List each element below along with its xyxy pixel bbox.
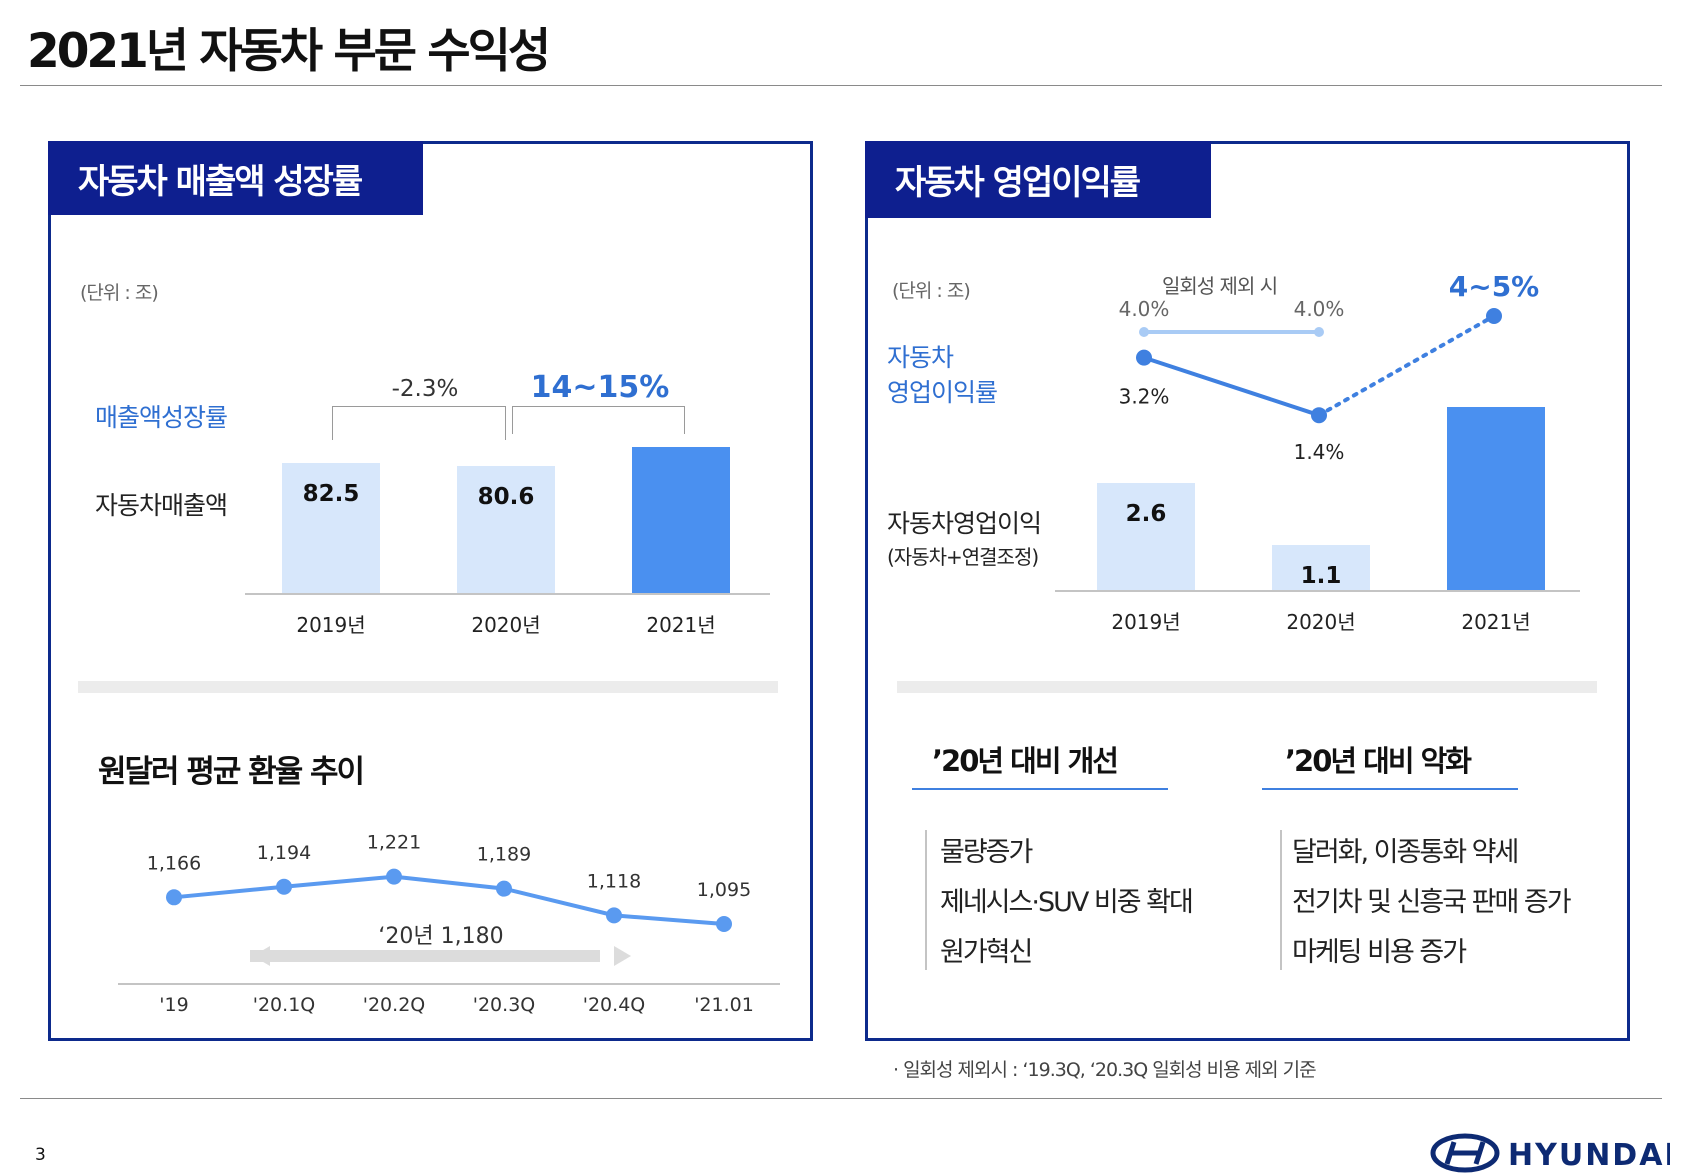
sales-bar — [632, 447, 730, 593]
margin-point — [1311, 407, 1327, 424]
sales-bar-value: 80.6 — [477, 483, 535, 510]
fx-value-label: 1,095 — [697, 879, 751, 901]
sales-bar — [282, 462, 380, 593]
sales-category-label: 2020년 — [471, 613, 541, 637]
fx-title: 원달러 평균 환율 추이 — [98, 754, 365, 790]
fx-value-label: 1,194 — [257, 842, 311, 864]
profit-label-line2: (자동차+연결조정) — [887, 545, 1039, 569]
fx-value-label: 1,189 — [477, 844, 531, 866]
profit-label-line1: 자동차영업이익 — [887, 509, 1042, 538]
growth-bracket-2020 — [332, 406, 506, 440]
margin-point — [1136, 349, 1152, 366]
fx-tick-label: '20.3Q — [473, 994, 535, 1016]
sales-axis — [245, 593, 770, 595]
sales-bar-value: 82.5 — [302, 480, 360, 507]
fx-line — [173, 874, 725, 926]
fx-average-label: ‘20년 1,180 — [378, 924, 503, 949]
right-separator — [897, 681, 1597, 693]
fx-tick-label: '20.2Q — [363, 994, 425, 1016]
profit-bar — [1272, 544, 1370, 590]
fx-point — [716, 916, 732, 932]
margin-label: 자동차 영업이익률 — [887, 340, 998, 410]
profit-category-label: 2019년 — [1111, 610, 1181, 634]
margin-value-label: 4~5% — [1449, 270, 1539, 303]
hyundai-logo-wordmark: HYUNDAI — [1508, 1138, 1670, 1173]
sales-category-label: 2021년 — [646, 613, 716, 637]
excl-point — [1314, 327, 1324, 337]
margin-tab: 자동차 영업이익률 — [865, 141, 1211, 218]
excl-label: 일회성 제외 시 — [1162, 274, 1278, 298]
fx-point — [166, 889, 182, 906]
profit-category-label: 2021년 — [1461, 610, 1531, 634]
growth-value-2021: 14~15% — [530, 370, 670, 405]
fx-chart: ‘20년 1,180 1,166 '19 1,194 '20.1Q 1,221 '20.2… — [118, 832, 780, 1016]
improve-item: 물량증가 — [940, 837, 1033, 868]
footer-divider — [20, 1098, 1662, 1099]
sales-category-label: 2019년 — [296, 613, 366, 637]
excl-value-label: 4.0% — [1119, 297, 1170, 321]
fx-point — [606, 907, 622, 924]
improve-rule — [912, 788, 1168, 790]
profit-bar — [1097, 482, 1195, 590]
sales-growth-tab: 자동차 매출액 성장률 — [48, 141, 423, 215]
fx-tick-label: '20.4Q — [583, 994, 645, 1016]
fx-value-label: 1,118 — [587, 870, 641, 892]
growth-value-2020: -2.3% — [391, 376, 459, 402]
fx-average-band — [250, 950, 600, 962]
sales-bar — [457, 465, 555, 593]
excl-value-label: 4.0% — [1294, 297, 1345, 321]
improve-heading: ’20년 대비 개선 — [932, 744, 1119, 778]
fx-tick-label: '21.01 — [694, 994, 754, 1016]
profit-axis — [1055, 590, 1580, 592]
fx-point — [386, 868, 402, 885]
fx-average-arrow-left — [253, 946, 270, 966]
fx-point — [496, 880, 512, 897]
page-number: 3 — [35, 1145, 46, 1165]
fx-tick-label: '20.1Q — [253, 994, 315, 1016]
footnote: · 일회성 제외시 : ‘19.3Q, ‘20.3Q 일회성 비용 제외 기준 — [893, 1059, 1317, 1081]
fx-value-label: 1,221 — [367, 832, 421, 854]
margin-point — [1486, 308, 1502, 324]
improve-item: 원가혁신 — [940, 937, 1033, 968]
hyundai-logo-emblem — [1430, 1133, 1500, 1173]
profit-label: 자동차영업이익 (자동차+연결조정) — [887, 506, 1042, 570]
growth-bracket-2021 — [512, 406, 685, 434]
fx-point — [276, 878, 292, 895]
worsen-heading: ’20년 대비 악화 — [1285, 744, 1472, 778]
margin-chart: 4.0% 4.0% 3.2% 1.4% 4~5% — [1119, 270, 1540, 464]
profit-bar-value: 1.1 — [1300, 562, 1342, 589]
margin-projection-line — [1317, 314, 1496, 418]
left-separator — [78, 681, 778, 693]
profit-category-label: 2020년 — [1286, 610, 1356, 634]
left-unit-label: (단위 : 조) — [80, 282, 159, 304]
improve-item: 제네시스·SUV 비중 확대 — [940, 887, 1194, 918]
title-divider — [20, 85, 1662, 86]
worsen-item: 전기차 및 신흥국 판매 증가 — [1292, 887, 1572, 918]
margin-label-line2: 영업이익률 — [887, 378, 998, 407]
worsen-item: 달러화, 이종통화 약세 — [1292, 837, 1519, 868]
worsen-item: 마케팅 비용 증가 — [1292, 937, 1467, 968]
excl-point — [1139, 327, 1149, 337]
margin-value-label: 3.2% — [1119, 385, 1170, 409]
margin-line — [1143, 355, 1320, 418]
profit-bar-value: 2.6 — [1125, 500, 1167, 527]
fx-average-arrow-right — [614, 946, 631, 966]
page-title: 2021년 자동차 부문 수익성 — [27, 24, 551, 79]
fx-value-label: 1,166 — [147, 852, 201, 874]
margin-value-label: 1.4% — [1294, 440, 1345, 464]
sales-label: 자동차매출액 — [95, 491, 228, 520]
hyundai-logo: HYUNDAI — [1430, 1133, 1670, 1173]
margin-label-line1: 자동차 — [887, 343, 954, 372]
fx-tick-label: '19 — [159, 994, 188, 1016]
worsen-vline — [1280, 830, 1282, 970]
profit-bar — [1447, 407, 1545, 590]
improve-vline — [925, 830, 927, 970]
worsen-rule — [1262, 788, 1518, 790]
right-unit-label: (단위 : 조) — [892, 280, 971, 302]
sales-growth-label: 매출액성장률 — [95, 403, 228, 432]
